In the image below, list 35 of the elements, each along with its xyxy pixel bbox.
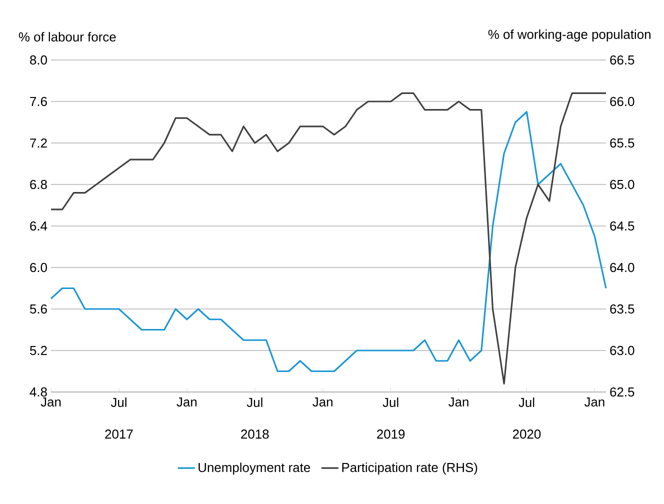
y-axis-title: % of labour force [18,32,116,42]
y-tick-label: 7.6 [30,96,47,106]
text: 2017 [105,430,133,439]
y-tick-label: 8.0 [30,55,47,65]
y2-tick-label: 63.0 [610,346,634,356]
y2-tick-label: 66.0 [610,96,634,106]
y-tick-label: 5.2 [30,346,47,356]
y2-tick-label: 64.5 [610,221,634,231]
y-tick-label: 5.6 [30,304,47,314]
text: 2020 [512,430,541,439]
y2-tick-label: 66.5 [610,55,634,65]
y-tick-label: 6.8 [30,180,47,190]
legend-label: Participation rate (RHS) [342,462,478,475]
y-tick-label: 6.0 [30,262,47,272]
y2-tick-label: 64.0 [610,262,634,272]
x-tick-label: Jul [518,398,534,408]
y2-tick-label: 62.5 [610,387,634,397]
x-tick-label: Jul [382,398,398,408]
x-tick-label: Jan [312,398,332,407]
x-tick-label: Jan [448,398,468,407]
y2-tick-label: 65.5 [610,138,634,148]
x-tick-label: Jan [176,398,197,407]
x-tick-label: Jul [110,398,126,408]
x-tick-label: Jul [246,398,262,408]
legend-label: Unemployment rate [198,462,310,475]
text: 2019 [377,430,405,439]
y2-axis-title: % of working-age population [488,29,650,42]
y-tick-label: 4.8 [30,387,47,397]
y-tick-label: 7.2 [30,138,47,148]
y2-tick-label: 63.5 [610,304,634,314]
y2-tick-label: 65.0 [610,180,634,190]
y-tick-label: 6.4 [30,221,48,231]
x-tick-label: Jan [40,398,61,407]
text: 2018 [241,430,269,439]
x-tick-label: Jan [584,398,604,407]
